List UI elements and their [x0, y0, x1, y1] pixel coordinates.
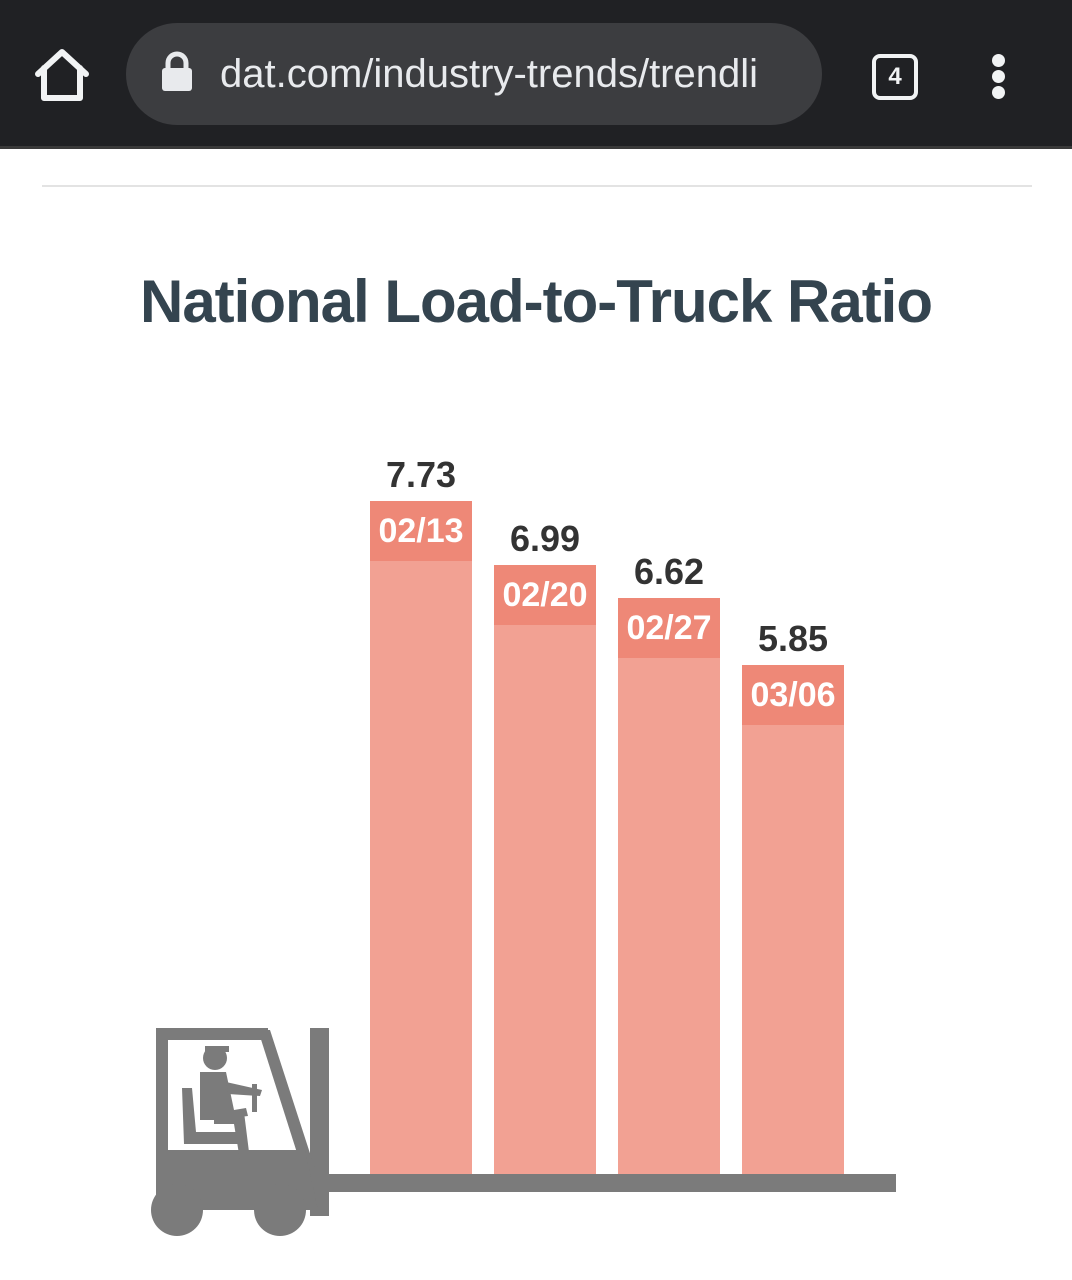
bar-value-label: 6.99 — [509, 518, 581, 560]
bar-date-label: 02/27 — [618, 597, 720, 658]
forklift-icon — [151, 1028, 896, 1236]
tab-switcher-button[interactable]: 4 — [866, 48, 922, 104]
address-bar[interactable]: dat.com/industry-trends/trendli — [126, 23, 822, 125]
bar-value-label: 7.73 — [385, 454, 457, 495]
url-text[interactable]: dat.com/industry-trends/trendli — [220, 52, 759, 96]
bar-02-13: 02/13 — [370, 501, 472, 1174]
bar-value-label: 6.62 — [633, 550, 705, 592]
bar-03-06: 03/06 — [742, 664, 844, 1174]
bar-date-label: 02/13 — [370, 501, 472, 561]
section-divider — [42, 185, 1032, 187]
toolbar-divider — [0, 146, 1072, 149]
home-icon — [35, 49, 89, 101]
tabs-icon: 4 — [872, 54, 918, 100]
bar-date-label: 02/20 — [494, 565, 596, 626]
load-to-truck-chart: 02/13 7.73 02/20 6.99 02/27 6.62 03/06 5.85 — [0, 360, 1072, 1260]
tab-count: 4 — [888, 63, 902, 90]
bar-02-27: 02/27 — [618, 597, 720, 1174]
bar-02-20: 02/20 — [494, 565, 596, 1174]
lock-icon — [160, 51, 194, 93]
home-button[interactable] — [30, 44, 94, 106]
browser-toolbar: dat.com/industry-trends/trendli 4 — [0, 0, 1072, 146]
page-title: National Load-to-Truck Ratio — [139, 268, 933, 335]
bar-date-label: 03/06 — [742, 664, 844, 725]
bar-value-label: 5.85 — [757, 617, 829, 659]
menu-button[interactable] — [980, 48, 1020, 100]
